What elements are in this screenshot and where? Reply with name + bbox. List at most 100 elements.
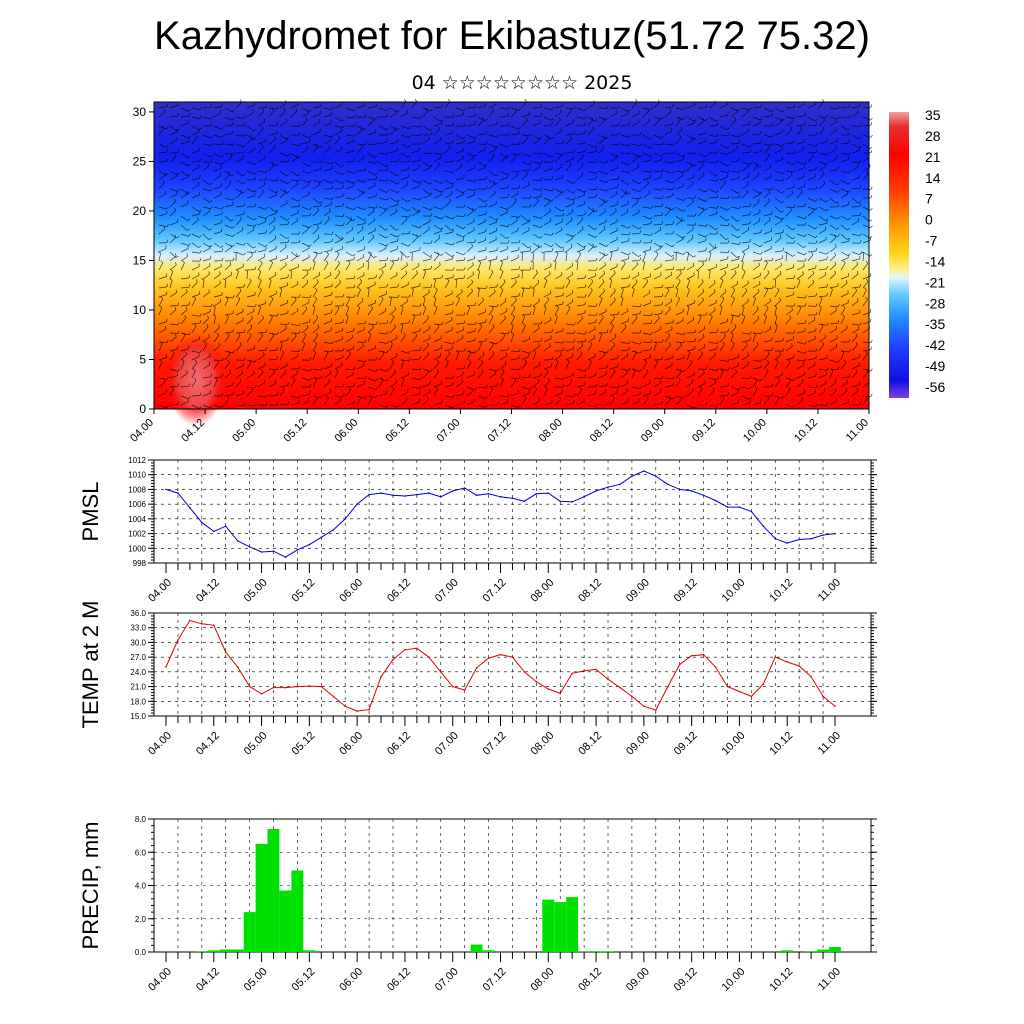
y-tick-label: 998 — [133, 559, 147, 568]
wind-barb — [741, 386, 750, 390]
wind-barb-flag — [507, 132, 510, 136]
wind-barb-flag — [804, 358, 807, 362]
wind-barb-flag — [650, 220, 652, 224]
wind-barb-flag — [779, 234, 782, 239]
wind-barb — [576, 277, 585, 280]
wind-barb-flag — [727, 328, 729, 332]
wind-barb-flag — [481, 369, 484, 373]
wind-barb — [477, 271, 480, 280]
wind-barb — [741, 332, 750, 335]
wind-barb-flag — [855, 333, 858, 337]
wind-barb — [785, 186, 794, 190]
wind-barb-flag — [804, 112, 806, 116]
wind-barb-flag — [353, 133, 356, 137]
wind-barb — [224, 362, 230, 370]
wind-barb — [653, 116, 662, 120]
wind-barb — [499, 187, 508, 190]
wind-barb — [345, 134, 354, 137]
wind-barb — [851, 111, 859, 118]
wind-barb-flag — [451, 254, 455, 257]
wind-barb — [587, 233, 596, 238]
wind-barb-flag — [164, 172, 166, 176]
wind-barb-flag — [661, 301, 663, 305]
wind-barb — [477, 386, 486, 389]
wind-barb — [444, 312, 453, 316]
wind-barb — [554, 111, 562, 118]
wind-barb-flag — [384, 262, 387, 266]
wind-barb — [697, 316, 702, 325]
wind-barb — [521, 250, 530, 253]
wind-barb — [565, 179, 574, 184]
wind-barb-flag — [254, 171, 257, 175]
wind-barb — [708, 179, 717, 182]
wind-barb — [730, 343, 735, 352]
wind-barb-flag — [760, 358, 763, 362]
wind-barb-flag — [472, 271, 474, 275]
wind-barb-flag — [265, 402, 268, 406]
wind-barb-flag — [385, 127, 389, 131]
wind-barb-flag — [210, 206, 213, 209]
wind-barb — [257, 215, 266, 219]
wind-barb — [378, 233, 387, 239]
wind-barb-flag — [692, 316, 695, 320]
wind-barb-flag — [243, 252, 246, 256]
wind-barb — [246, 404, 255, 407]
wind-barb — [785, 404, 794, 408]
wind-barb — [191, 379, 197, 388]
x-tick-label: 09.00 — [624, 577, 652, 605]
wind-barb — [686, 134, 694, 140]
wind-barb — [323, 241, 332, 244]
data-point — [487, 657, 490, 659]
wind-barb-flag — [538, 298, 540, 302]
wind-barb-flag — [560, 190, 562, 194]
wind-barb-flag — [496, 121, 498, 125]
wind-barb-flag — [823, 117, 826, 121]
wind-barb-flag — [782, 348, 785, 352]
wind-barb — [620, 179, 628, 185]
wind-barb-flag — [759, 281, 761, 285]
wind-barb-flag — [276, 392, 279, 396]
wind-barb — [862, 381, 870, 388]
wind-barb — [301, 273, 309, 280]
wind-barb — [697, 281, 704, 289]
data-point — [451, 685, 454, 688]
wind-barb — [785, 362, 791, 370]
wind-barb-flag — [353, 181, 356, 184]
wind-barb — [752, 106, 761, 109]
wind-barb-flag — [261, 144, 264, 148]
wind-barb-flag — [397, 404, 400, 408]
wind-barb — [378, 169, 388, 172]
wind-barb-flag — [208, 289, 210, 293]
wind-barb — [576, 368, 585, 372]
wind-barb — [708, 224, 716, 230]
wind-barb — [455, 251, 464, 256]
wind-barb — [818, 357, 827, 361]
wind-barb — [763, 192, 771, 199]
wind-barb — [312, 143, 321, 148]
wind-barb-flag — [353, 170, 356, 174]
wind-barb-flag — [533, 350, 537, 353]
wind-barb — [807, 197, 816, 202]
wind-barb-flag — [540, 104, 543, 108]
wind-barb — [367, 185, 376, 190]
wind-barb-flag — [381, 296, 384, 300]
wind-barb-flag — [249, 278, 252, 282]
wind-barb — [235, 158, 244, 163]
wind-barb-flag — [591, 278, 594, 282]
wind-barb — [433, 152, 442, 155]
wind-barb — [433, 362, 440, 370]
wind-barb — [488, 239, 497, 244]
wind-barb — [840, 106, 850, 109]
wind-barb — [631, 401, 640, 406]
wind-barb — [631, 281, 638, 289]
wind-barb — [719, 273, 727, 280]
wind-barb — [785, 277, 795, 280]
wind-barb — [466, 331, 475, 334]
wind-barb — [587, 275, 596, 280]
wind-barb-flag — [474, 328, 476, 332]
wind-barb — [741, 165, 749, 172]
wind-barb — [807, 152, 817, 154]
wind-barb-flag — [514, 297, 517, 301]
wind-barb — [807, 155, 814, 163]
wind-barb — [488, 250, 497, 253]
